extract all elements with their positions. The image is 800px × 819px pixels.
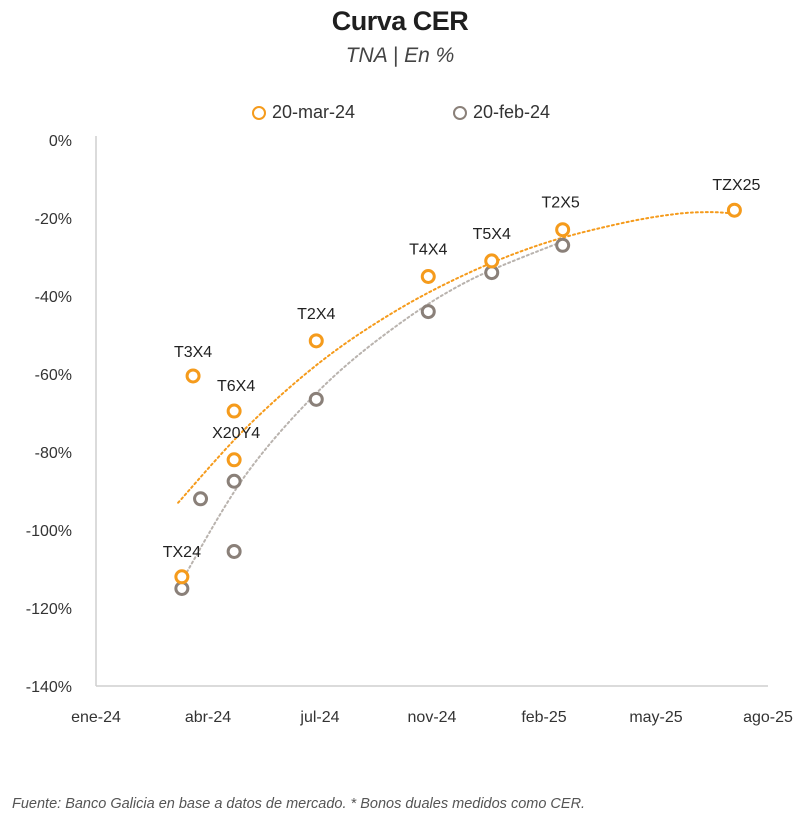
data-label: X20Y4 <box>212 425 260 442</box>
data-point-20-feb-24 <box>420 304 436 320</box>
data-label: TX24 <box>163 544 201 561</box>
y-tick-label: -20% <box>35 211 72 228</box>
x-tick-label: feb-25 <box>521 709 566 726</box>
legend-label: 20-mar-24 <box>272 102 356 122</box>
chart-footnote: Fuente: Banco Galicia en base a datos de… <box>12 796 586 812</box>
data-point-20-mar-24 <box>420 269 436 284</box>
data-point-20-mar-24 <box>185 368 201 384</box>
y-tick-label: 0% <box>49 133 72 150</box>
data-label: T4X4 <box>409 242 447 259</box>
data-label: T2X5 <box>542 195 580 212</box>
x-tick-label: jul-24 <box>299 709 339 726</box>
data-point-20-feb-24 <box>193 491 209 507</box>
x-tick-label: may-25 <box>629 709 682 726</box>
y-tick-label: -60% <box>35 367 72 384</box>
data-point-20-mar-24 <box>726 202 742 218</box>
x-tick-label: nov-24 <box>408 709 457 726</box>
y-tick-label: -140% <box>26 679 72 696</box>
x-tick-label: ago-25 <box>743 709 793 726</box>
legend-item-20-feb-24: 20-feb-24 <box>453 102 550 123</box>
data-point-20-feb-24 <box>226 473 242 489</box>
trendline-20-mar-24 <box>177 211 740 504</box>
y-tick-label: -100% <box>26 523 72 540</box>
chart-subtitle: TNA | En % <box>345 44 455 67</box>
x-tick-label: abr-24 <box>185 709 231 726</box>
y-tick-label: -120% <box>26 601 72 618</box>
data-point-20-feb-24 <box>555 237 571 253</box>
x-tick-label: ene-24 <box>71 709 121 726</box>
data-point-20-feb-24 <box>226 543 242 559</box>
data-point-20-mar-24 <box>555 222 571 238</box>
data-point-20-mar-24 <box>174 569 190 585</box>
chart-legend: 20-mar-24 20-feb-24 <box>0 102 800 130</box>
chart-plot-area: 0% -20% -40% -60% -80% -100% -120% -140% ene-24 a… <box>26 133 793 726</box>
data-point-20-mar-24 <box>308 333 324 349</box>
data-label: T5X4 <box>473 226 511 243</box>
y-tick-label: -80% <box>35 445 72 462</box>
data-point-20-mar-24 <box>484 253 500 269</box>
legend-marker-icon <box>453 105 467 120</box>
data-label: TZX25 <box>712 177 760 194</box>
y-tick-label: -40% <box>35 289 72 306</box>
data-label: T2X4 <box>297 306 335 323</box>
data-label: T6X4 <box>217 378 255 395</box>
legend-label: 20-feb-24 <box>473 102 551 122</box>
legend-marker-icon <box>252 105 266 120</box>
legend-item-20-mar-24: 20-mar-24 <box>252 102 355 123</box>
trendline-20-feb-24 <box>180 240 564 582</box>
chart-title: Curva CER <box>331 6 469 36</box>
data-point-20-mar-24 <box>226 452 242 468</box>
data-point-20-feb-24 <box>308 391 324 407</box>
data-label: T3X4 <box>174 344 212 361</box>
data-point-20-mar-24 <box>226 403 242 419</box>
